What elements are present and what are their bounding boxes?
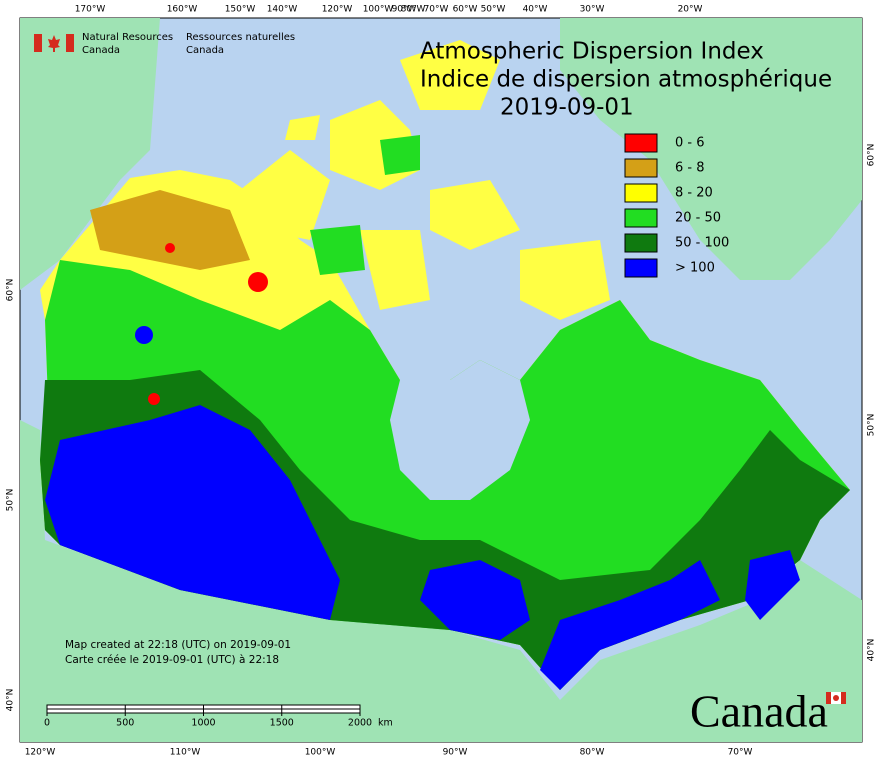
greenland bbox=[560, 18, 862, 280]
scale-unit: km bbox=[378, 718, 393, 729]
legend-swatch bbox=[624, 258, 658, 278]
legend-label: 0 - 6 bbox=[675, 136, 705, 151]
scale-label: 0 bbox=[44, 718, 50, 729]
top-tick-label: 170°W bbox=[75, 5, 106, 15]
arctic-island bbox=[360, 230, 430, 310]
bottom-tick-label: 70°W bbox=[728, 748, 753, 758]
maple-leaf bbox=[833, 695, 839, 701]
left-tick-label: 60°N bbox=[6, 279, 16, 302]
country-en: Canada bbox=[82, 45, 120, 56]
bottom-tick-label: 90°W bbox=[443, 748, 468, 758]
top-tick-label: 60°W bbox=[453, 5, 478, 15]
flag-bar bbox=[826, 692, 831, 704]
canada-wordmark: Canada bbox=[690, 686, 828, 737]
legend-label: > 100 bbox=[675, 261, 715, 276]
top-tick-label: 120°W bbox=[322, 5, 353, 15]
zone-0-6 bbox=[248, 272, 268, 292]
arctic-island bbox=[400, 40, 500, 110]
footnote-en: Map created at 22:18 (UTC) on 2019-09-01 bbox=[65, 639, 291, 651]
top-tick-label: 90°W bbox=[392, 5, 417, 15]
left-tick-label: 50°N bbox=[6, 489, 16, 512]
bottom-tick-label: 80°W bbox=[580, 748, 605, 758]
legend-swatch bbox=[624, 233, 658, 253]
arctic-island bbox=[520, 240, 610, 320]
flag-bar bbox=[34, 34, 42, 52]
arctic-island bbox=[430, 180, 520, 250]
legend-label: 8 - 20 bbox=[675, 186, 713, 201]
nrcan-logo bbox=[34, 34, 74, 52]
top-tick-label: 30°W bbox=[580, 5, 605, 15]
right-tick-label: 60°N bbox=[867, 144, 877, 167]
arctic-island bbox=[285, 115, 320, 140]
title-en: Atmospheric Dispersion Index bbox=[420, 39, 764, 65]
arctic-island bbox=[310, 225, 365, 275]
scale-label: 1500 bbox=[270, 718, 294, 729]
top-tick-label: 100°W bbox=[363, 5, 394, 15]
scale-label: 1000 bbox=[191, 718, 215, 729]
bottom-tick-label: 110°W bbox=[170, 748, 201, 758]
zone-0-6 bbox=[165, 243, 175, 253]
country-fr: Canada bbox=[186, 45, 224, 56]
zone-over-100 bbox=[135, 326, 153, 344]
agency-en: Natural Resources bbox=[82, 32, 173, 43]
hudson-bay bbox=[390, 360, 530, 500]
maple-leaf bbox=[48, 35, 60, 52]
legend-swatch bbox=[624, 133, 658, 153]
wordmark-flag bbox=[826, 692, 846, 704]
legend-label: 20 - 50 bbox=[675, 211, 721, 226]
top-tick-label: 140°W bbox=[267, 5, 298, 15]
top-tick-label: 70°W bbox=[424, 5, 449, 15]
top-tick-label: 150°W bbox=[225, 5, 256, 15]
right-tick-label: 50°N bbox=[867, 414, 877, 437]
legend-swatch bbox=[624, 183, 658, 203]
arctic-island bbox=[380, 135, 420, 175]
legend-label: 6 - 8 bbox=[675, 161, 705, 176]
right-tick-label: 40°N bbox=[867, 639, 877, 662]
zone-over-100-west bbox=[45, 405, 340, 620]
united-states bbox=[20, 420, 862, 742]
legend-swatch bbox=[624, 208, 658, 228]
agency-fr: Ressources naturelles bbox=[186, 32, 295, 43]
bottom-tick-label: 100°W bbox=[305, 748, 336, 758]
left-tick-label: 40°N bbox=[6, 689, 16, 712]
title-fr: Indice de dispersion atmosphérique bbox=[420, 67, 832, 93]
map-layer bbox=[20, 18, 862, 742]
legend-swatch bbox=[624, 158, 658, 178]
zone-over-100-east bbox=[420, 550, 800, 690]
footnote-fr: Carte créée le 2019-09-01 (UTC) à 22:18 bbox=[65, 654, 279, 666]
title-date: 2019-09-01 bbox=[500, 95, 634, 121]
scale-label: 500 bbox=[116, 718, 134, 729]
flag-bar bbox=[841, 692, 846, 704]
alaska bbox=[20, 18, 160, 290]
top-tick-label: 80°W bbox=[401, 5, 426, 15]
top-tick-label: 50°W bbox=[481, 5, 506, 15]
top-tick-label: 40°W bbox=[523, 5, 548, 15]
top-tick-label: 20°W bbox=[678, 5, 703, 15]
legend-label: 50 - 100 bbox=[675, 236, 729, 251]
top-tick-label: 160°W bbox=[167, 5, 198, 15]
arctic-island bbox=[240, 150, 330, 240]
bottom-tick-label: 120°W bbox=[25, 748, 56, 758]
zone-0-6 bbox=[148, 393, 160, 405]
zone-6-8 bbox=[90, 190, 250, 270]
flag-bar bbox=[66, 34, 74, 52]
scale-label: 2000 bbox=[348, 718, 372, 729]
